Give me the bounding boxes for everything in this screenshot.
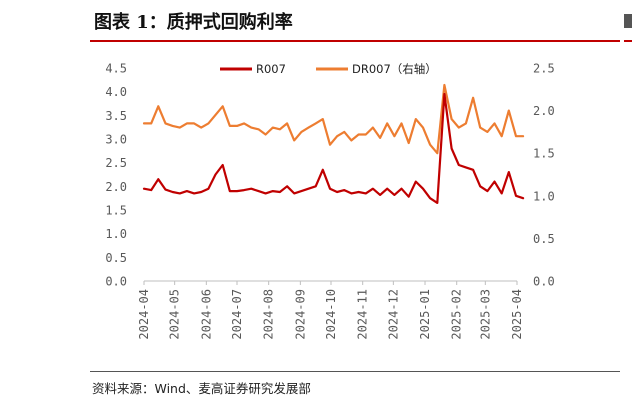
- y-left-tick-label: 2.5: [105, 156, 127, 170]
- x-tick-label: 2025-01: [418, 289, 432, 340]
- legend: R007 DR007（右轴）: [220, 62, 437, 76]
- y-right-tick-label: 0.0: [533, 275, 555, 289]
- y-left-tick-label: 0.0: [105, 275, 127, 289]
- y-right-tick-label: 0.5: [533, 232, 555, 246]
- x-tick-label: 2024-06: [199, 289, 213, 340]
- y-right-tick-label: 2.5: [533, 62, 555, 76]
- x-tick-label: 2024-05: [168, 289, 182, 340]
- x-tick-label: 2024-12: [386, 289, 400, 340]
- dr007-line: [142, 83, 525, 155]
- x-tick-label: 2024-07: [230, 289, 244, 340]
- y-left-tick-label: 0.5: [105, 251, 127, 265]
- x-tick-label: 2024-08: [262, 289, 276, 340]
- x-tick-label: 2024-11: [356, 289, 370, 340]
- legend-label-dr007: DR007（右轴）: [352, 62, 437, 76]
- source-text: 资料来源：Wind、麦高证券研究发展部: [92, 381, 311, 396]
- y-left-tick-label: 1.5: [105, 204, 127, 218]
- legend-label-r007: R007: [256, 62, 286, 76]
- x-tick-label: 2024-10: [324, 289, 338, 340]
- y-left-tick-label: 3.0: [105, 133, 127, 147]
- y-left-tick-label: 3.5: [105, 109, 127, 123]
- title-rule: [90, 40, 620, 42]
- x-tick-label: 2024-09: [293, 289, 307, 340]
- y-left-tick-label: 2.0: [105, 180, 127, 194]
- figure-title: 图表 1：质押式回购利率: [94, 12, 293, 33]
- y-right-tick-label: 1.5: [533, 147, 555, 161]
- x-tick-label: 2024-04: [137, 289, 151, 340]
- side-rule: [624, 40, 632, 42]
- x-tick-label: 2025-02: [450, 289, 464, 340]
- y-left-tick-label: 4.5: [105, 62, 127, 76]
- y-right-tick-label: 1.0: [533, 189, 555, 203]
- x-tick-label: 2025-04: [510, 289, 524, 340]
- source-rule: [90, 371, 620, 372]
- r007-line: [142, 92, 525, 204]
- y-right-tick-label: 2.0: [533, 104, 555, 118]
- y-left-tick-label: 4.0: [105, 85, 127, 99]
- x-tick-label: 2025-03: [478, 289, 492, 340]
- y-left-tick-label: 1.0: [105, 227, 127, 241]
- side-mark: [624, 14, 632, 28]
